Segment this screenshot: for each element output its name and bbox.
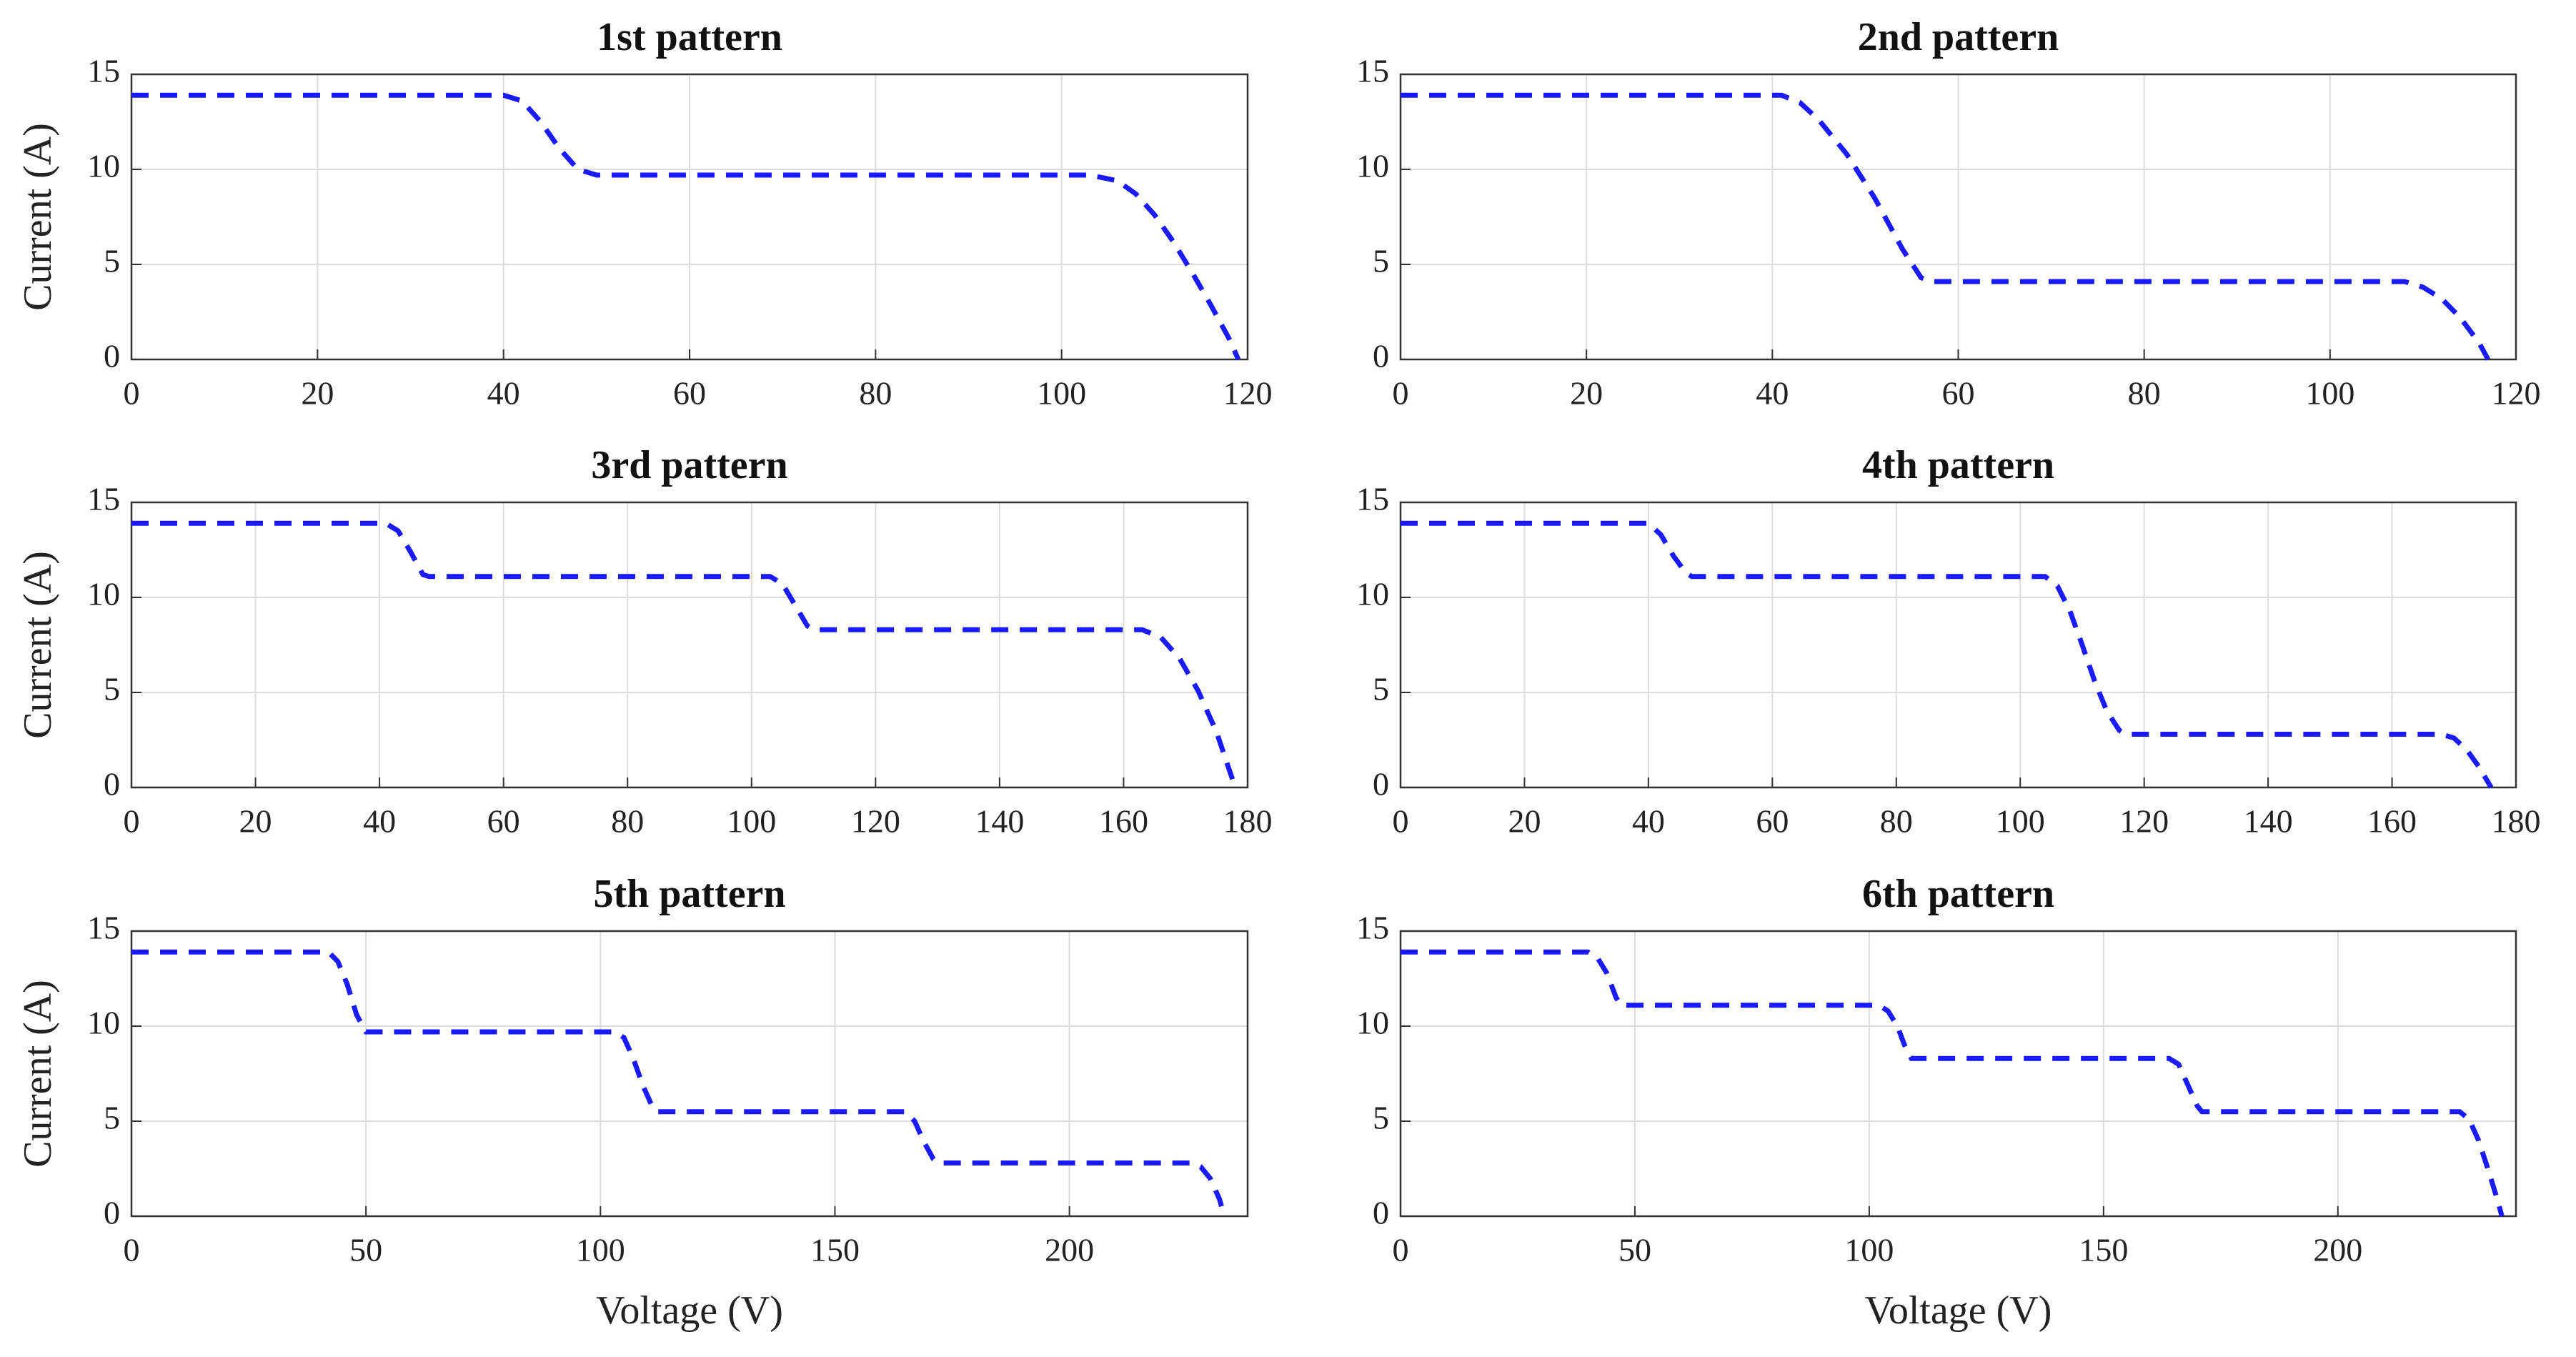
- plot-area: [1401, 502, 2516, 787]
- x-tick-label: 100: [1844, 1232, 1894, 1268]
- y-axis-label: Current (A): [16, 980, 60, 1168]
- axes-box: [130, 73, 1249, 361]
- data-line: [131, 92, 1241, 361]
- y-tick-label: 0: [104, 1195, 120, 1231]
- x-tick-label: 60: [1942, 375, 1975, 412]
- y-tick-label: 5: [104, 671, 120, 707]
- chart-title: 4th pattern: [1862, 443, 2054, 487]
- y-tick-label: 10: [87, 576, 120, 612]
- x-tick-label: 20: [1570, 375, 1603, 412]
- x-tick-label: 120: [2492, 375, 2541, 412]
- x-tick-label: 80: [2128, 375, 2161, 412]
- x-tick-label: 60: [1756, 803, 1789, 840]
- x-tick-label: 100: [1996, 803, 2045, 840]
- y-tick-label: 10: [1356, 1005, 1389, 1041]
- x-tick-label: 80: [1880, 803, 1913, 840]
- x-tick-label: 120: [2119, 803, 2169, 840]
- x-tick-label: 100: [2305, 375, 2354, 412]
- data-line: [1401, 92, 2491, 361]
- x-tick-label: 100: [727, 803, 776, 840]
- x-tick-label: 180: [1223, 803, 1273, 840]
- y-tick-label: 10: [87, 148, 120, 184]
- chart-title: 5th pattern: [593, 872, 785, 916]
- x-tick-label: 50: [349, 1232, 382, 1268]
- plot-area: [131, 931, 1248, 1216]
- y-tick-label: 10: [1356, 576, 1389, 612]
- y-tick-label: 15: [87, 481, 120, 517]
- x-tick-label: 160: [2367, 803, 2417, 840]
- axes-box: [130, 930, 1249, 1218]
- axes-box: [1399, 73, 2517, 361]
- y-tick-label: 0: [1373, 1195, 1389, 1231]
- x-axis-label: Voltage (V): [1865, 1288, 2052, 1333]
- chart-title: 1st pattern: [597, 15, 782, 59]
- x-tick-label: 60: [487, 803, 520, 840]
- x-tick-label: 100: [576, 1232, 625, 1268]
- x-tick-label: 0: [1393, 803, 1409, 840]
- y-tick-label: 0: [1373, 338, 1389, 374]
- x-tick-label: 40: [1756, 375, 1789, 412]
- y-tick-label: 10: [87, 1005, 120, 1041]
- y-tick-label: 5: [104, 243, 120, 279]
- y-tick-label: 15: [1356, 910, 1389, 946]
- data-line: [1401, 949, 2505, 1217]
- x-tick-label: 100: [1037, 375, 1086, 412]
- x-tick-label: 50: [1618, 1232, 1651, 1268]
- x-tick-label: 160: [1099, 803, 1148, 840]
- x-tick-label: 140: [975, 803, 1024, 840]
- plot-area: [1401, 931, 2516, 1216]
- x-tick-label: 20: [1508, 803, 1541, 840]
- x-tick-label: 150: [2079, 1232, 2128, 1268]
- x-tick-label: 200: [2313, 1232, 2362, 1268]
- y-tick-label: 15: [1356, 481, 1389, 517]
- x-tick-label: 20: [239, 803, 272, 840]
- y-tick-label: 5: [1373, 1100, 1389, 1136]
- x-tick-label: 20: [301, 375, 334, 412]
- chart-title: 2nd pattern: [1858, 15, 2059, 59]
- y-tick-label: 15: [87, 53, 120, 89]
- x-tick-label: 40: [363, 803, 396, 840]
- x-tick-label: 120: [1223, 375, 1273, 412]
- y-tick-label: 5: [104, 1100, 120, 1136]
- x-tick-label: 80: [611, 803, 644, 840]
- data-line: [131, 520, 1238, 789]
- y-axis-label: Current (A): [16, 123, 60, 311]
- y-axis-label: Current (A): [16, 551, 60, 739]
- chart-title: 6th pattern: [1862, 872, 2054, 916]
- y-tick-label: 5: [1373, 671, 1389, 707]
- axes-box: [130, 501, 1249, 789]
- x-tick-label: 140: [2244, 803, 2293, 840]
- y-tick-label: 10: [1356, 148, 1389, 184]
- x-axis-label: Voltage (V): [596, 1288, 783, 1333]
- x-tick-label: 0: [124, 803, 140, 840]
- x-tick-label: 120: [851, 803, 900, 840]
- y-tick-label: 15: [1356, 53, 1389, 89]
- axes-box: [1399, 930, 2517, 1218]
- x-tick-label: 0: [1393, 375, 1409, 412]
- data-line: [1401, 520, 2494, 789]
- y-tick-label: 15: [87, 910, 120, 946]
- x-tick-label: 0: [124, 375, 140, 412]
- x-tick-label: 0: [124, 1232, 140, 1268]
- y-tick-label: 0: [1373, 766, 1389, 802]
- plot-area: [131, 502, 1248, 787]
- axes-box: [1399, 501, 2517, 789]
- x-tick-label: 40: [1632, 803, 1665, 840]
- x-tick-label: 180: [2492, 803, 2541, 840]
- chart-title: 3rd pattern: [591, 443, 787, 487]
- y-tick-label: 0: [104, 766, 120, 802]
- y-tick-label: 0: [104, 338, 120, 374]
- x-tick-label: 200: [1045, 1232, 1094, 1268]
- x-tick-label: 0: [1393, 1232, 1409, 1268]
- y-tick-label: 5: [1373, 243, 1389, 279]
- x-tick-label: 60: [673, 375, 706, 412]
- x-tick-label: 80: [859, 375, 892, 412]
- x-tick-label: 40: [487, 375, 520, 412]
- x-tick-label: 150: [810, 1232, 860, 1268]
